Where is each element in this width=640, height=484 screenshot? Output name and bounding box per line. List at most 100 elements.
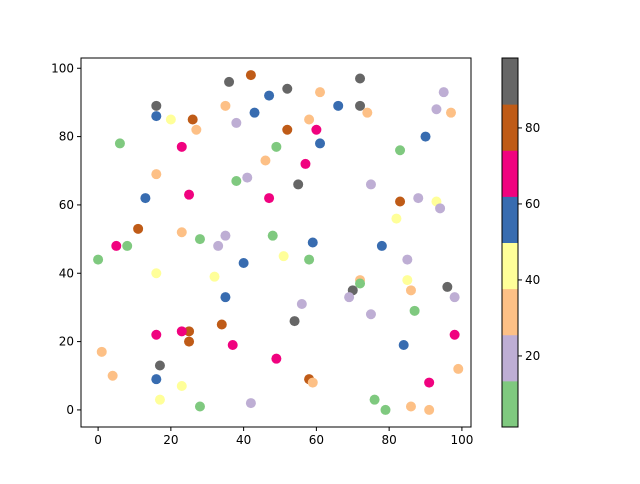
scatter-point bbox=[300, 158, 311, 169]
scatter-point bbox=[307, 377, 318, 388]
scatter-point bbox=[315, 87, 326, 98]
scatter-point bbox=[184, 326, 195, 337]
scatter-point bbox=[184, 189, 195, 200]
colorbar-segment bbox=[502, 104, 518, 151]
scatter-point bbox=[176, 381, 187, 391]
scatter-point bbox=[296, 299, 307, 309]
scatter-point bbox=[395, 145, 406, 156]
scatter-point bbox=[96, 346, 107, 357]
colorbar-tick-label: 80 bbox=[525, 121, 540, 135]
y-tick-label: 100 bbox=[51, 61, 74, 75]
scatter-point bbox=[333, 100, 344, 111]
scatter-point bbox=[311, 124, 322, 135]
scatter-point bbox=[122, 240, 133, 251]
scatter-point bbox=[249, 107, 260, 118]
scatter-point bbox=[220, 100, 231, 111]
scatter-point bbox=[227, 340, 238, 350]
scatter-point bbox=[395, 196, 406, 207]
scatter-point bbox=[176, 227, 187, 238]
x-axis: 0 20 40 60 80 100 bbox=[94, 427, 473, 447]
scatter-point bbox=[424, 377, 435, 388]
scatter-point bbox=[453, 363, 464, 374]
scatter-point bbox=[380, 404, 391, 415]
x-tick-label: 100 bbox=[450, 433, 473, 447]
scatter-point bbox=[151, 268, 162, 279]
scatter-point bbox=[405, 401, 416, 412]
scatter-point bbox=[154, 394, 165, 405]
scatter-point bbox=[449, 292, 460, 303]
scatter-point bbox=[413, 193, 424, 204]
scatter-point bbox=[365, 179, 376, 190]
scatter-point bbox=[431, 104, 442, 115]
scatter-points bbox=[93, 70, 464, 415]
scatter-point bbox=[438, 87, 449, 98]
colorbar-segment bbox=[502, 242, 518, 290]
scatter-point bbox=[107, 370, 118, 381]
x-tick-label: 0 bbox=[94, 433, 102, 447]
scatter-point bbox=[271, 141, 282, 152]
scatter-point bbox=[238, 258, 249, 268]
scatter-point bbox=[435, 203, 446, 214]
y-axis: 0 20 40 60 80 100 bbox=[51, 61, 81, 417]
scatter-point bbox=[355, 100, 366, 111]
scatter-point bbox=[213, 240, 224, 251]
scatter-point bbox=[398, 340, 409, 350]
scatter-point bbox=[224, 76, 235, 87]
scatter-point bbox=[140, 193, 151, 204]
scatter-point bbox=[391, 213, 402, 224]
colorbar-frame bbox=[501, 57, 519, 428]
scatter-point bbox=[369, 394, 380, 405]
scatter-point bbox=[184, 336, 195, 347]
scatter-point bbox=[260, 155, 271, 166]
colorbar-tick-label: 40 bbox=[525, 273, 540, 287]
scatter-point bbox=[264, 90, 275, 101]
colorbar-segment bbox=[502, 288, 518, 336]
y-tick-label: 20 bbox=[59, 335, 74, 349]
scatter-point bbox=[111, 240, 122, 251]
scatter-point bbox=[151, 100, 162, 111]
scatter-point bbox=[271, 353, 282, 364]
y-tick-label: 80 bbox=[59, 130, 74, 144]
scatter-point bbox=[282, 83, 293, 94]
scatter-point bbox=[405, 285, 416, 296]
scatter-point bbox=[245, 70, 256, 81]
scatter-point bbox=[365, 309, 376, 320]
scatter-point bbox=[449, 329, 460, 340]
scatter-point bbox=[176, 141, 187, 152]
scatter-point bbox=[307, 237, 318, 248]
scatter-point bbox=[93, 254, 104, 265]
scatter-point bbox=[151, 329, 162, 340]
scatter-point bbox=[264, 193, 275, 204]
colorbar-segment bbox=[502, 334, 518, 382]
colorbar-tick-label: 60 bbox=[525, 197, 540, 211]
scatter-point bbox=[278, 251, 289, 262]
colorbar: 20 40 60 80 bbox=[501, 57, 540, 428]
scatter-point bbox=[289, 316, 300, 327]
scatter-point bbox=[245, 398, 256, 409]
scatter-point bbox=[409, 305, 420, 316]
scatter-point bbox=[376, 240, 387, 251]
scatter-point bbox=[133, 223, 144, 234]
colorbar-tick-label: 20 bbox=[525, 349, 540, 363]
x-tick-label: 80 bbox=[382, 433, 397, 447]
scatter-point bbox=[445, 107, 456, 118]
plot-frame bbox=[80, 57, 472, 428]
x-tick-label: 20 bbox=[163, 433, 178, 447]
scatter-point bbox=[242, 172, 253, 183]
scatter-point bbox=[362, 107, 373, 118]
scatter-point bbox=[424, 404, 435, 415]
scatter-point bbox=[154, 360, 165, 371]
scatter-point bbox=[209, 271, 220, 282]
scatter-point bbox=[344, 292, 355, 303]
scatter-point bbox=[231, 176, 242, 186]
y-tick-label: 40 bbox=[59, 266, 74, 280]
colorbar-segment bbox=[502, 58, 518, 105]
scatter-point bbox=[304, 114, 315, 125]
scatter-point bbox=[194, 401, 205, 412]
scatter-point bbox=[176, 326, 187, 337]
scatter-point bbox=[402, 275, 413, 286]
scatter-point bbox=[165, 114, 176, 125]
colorbar-segment bbox=[502, 150, 518, 197]
scatter-point bbox=[220, 292, 231, 303]
